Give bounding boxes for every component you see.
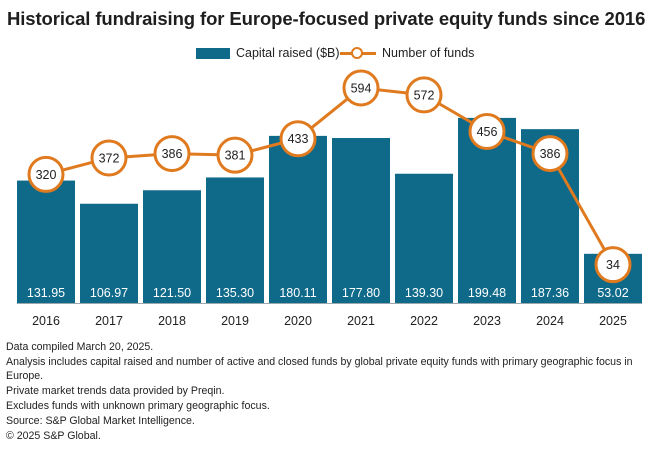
funds-value-label: 386 [162,147,183,161]
funds-value-label: 572 [414,88,435,102]
funds-marker-2019 [216,136,254,174]
bar-2022 [395,173,453,303]
funds-marker-2020 [279,120,317,158]
funds-marker-2021 [342,69,380,107]
note-line: © 2025 S&P Global. [6,429,101,442]
x-tick-label: 2022 [410,314,438,328]
funds-marker-2022 [405,76,443,114]
chart-title: Historical fundraising for Europe-focuse… [7,8,646,29]
bar-2020 [269,135,327,303]
bar-value-label: 199.48 [468,286,506,300]
x-tick-label: 2025 [599,314,627,328]
funds-value-label: 381 [225,149,246,163]
legend-swatch-line [340,46,376,59]
bar-2016 [17,180,75,303]
x-tick-label: 2016 [32,314,60,328]
funds-marker-2017 [90,139,128,177]
bar-2019 [206,177,264,303]
legend-item-capital: Capital raised ($B) [196,46,340,60]
funds-value-label: 456 [477,125,498,139]
bar-value-label: 131.95 [27,286,65,300]
bar-2018 [143,190,201,303]
funds-marker-2016 [27,155,65,193]
funds-line [45,86,615,266]
bar-value-label: 121.50 [153,286,191,300]
legend-label-capital: Capital raised ($B) [236,46,340,60]
funds-marker-2023 [468,112,506,150]
note-line: Source: S&P Global Market Intelligence. [6,414,195,427]
bar-2021 [332,138,390,303]
funds-value-label: 386 [540,147,561,161]
funds-marker-2024 [531,135,569,173]
legend: Capital raised ($B) Number of funds [0,46,660,66]
bar-2017 [80,203,138,303]
x-tick-label: 2017 [95,314,123,328]
x-tick-label: 2021 [347,314,375,328]
funds-value-label: 320 [36,168,57,182]
funds-value-label: 433 [288,132,309,146]
note-line: Analysis includes capital raised and num… [6,356,633,382]
bar-value-label: 53.02 [597,286,628,300]
x-tick-label: 2020 [284,314,312,328]
combo-chart: 131.95 106.97 121.50 135.30 180.11 177.80 139.… [17,69,642,328]
bar-value-label: 139.30 [405,286,443,300]
legend-item-funds: Number of funds [340,46,474,60]
note-line: Excludes funds with unknown primary geog… [6,399,270,412]
bar-value-label: 135.30 [216,286,254,300]
funds-value-label: 594 [351,81,372,95]
funds-value-label: 372 [99,151,120,165]
x-tick-label: 2024 [536,314,564,328]
bar-value-label: 177.80 [342,286,380,300]
bar-value-label: 106.97 [90,286,128,300]
funds-marker-2025 [594,246,632,284]
bar-value-label: 187.36 [531,286,569,300]
funds-value-label: 34 [606,258,620,272]
legend-label-funds: Number of funds [382,46,475,60]
bar-value-label: 180.11 [279,286,316,300]
chart-notes: Data compiled March 20, 2025. Analysis i… [6,341,656,445]
legend-swatch-bar [196,47,230,59]
x-tick-label: 2019 [221,314,249,328]
funds-marker-2018 [153,135,191,173]
x-tick-label: 2023 [473,314,501,328]
note-line: Data compiled March 20, 2025. [6,341,154,353]
note-line: Private market trends data provided by P… [6,384,225,397]
x-tick-label: 2018 [158,314,186,328]
